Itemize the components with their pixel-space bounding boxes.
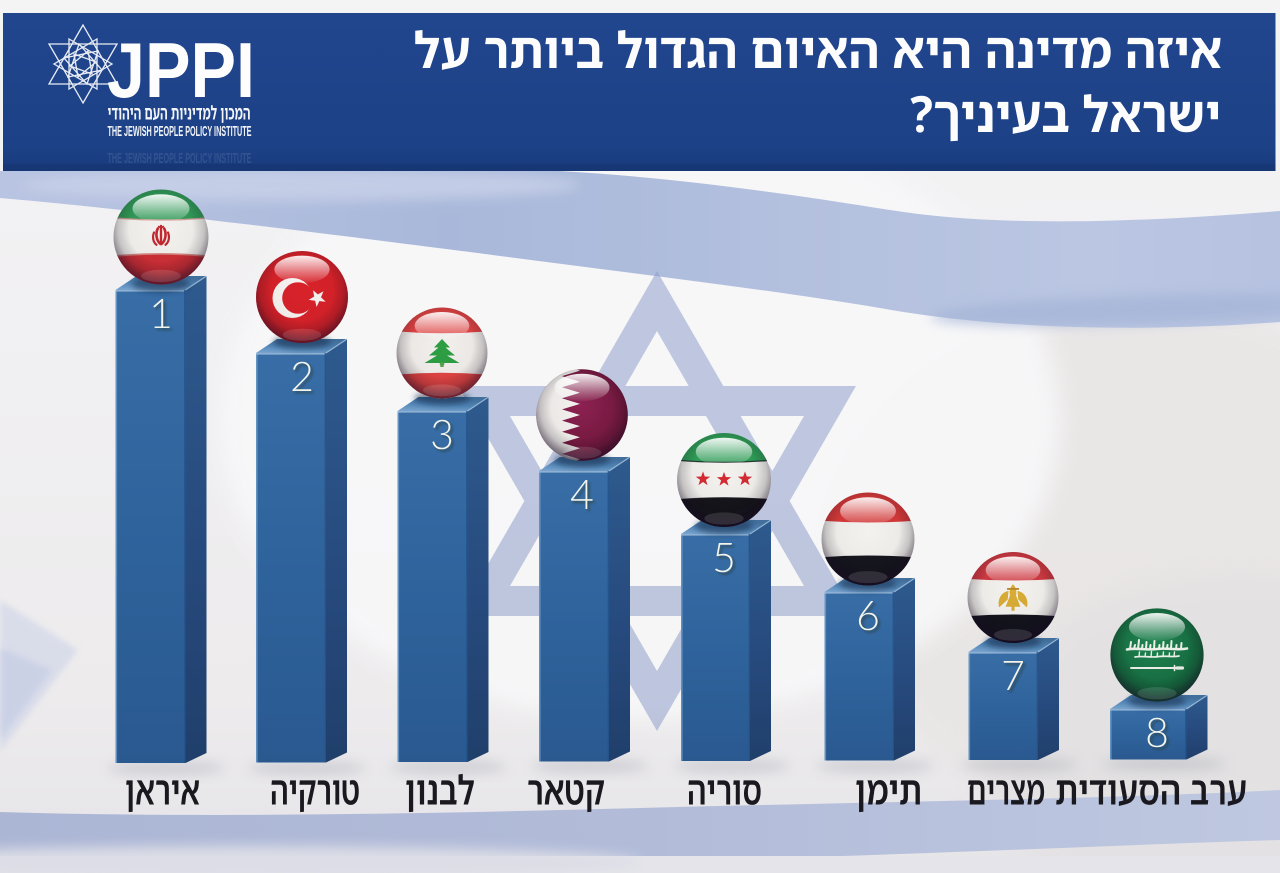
svg-text:THE JEWISH PEOPLE POLICY INSTI: THE JEWISH PEOPLE POLICY INSTITUTE xyxy=(108,150,252,167)
svg-text:JPPI: JPPI xyxy=(107,26,255,114)
svg-text:THE JEWISH PEOPLE POLICY INSTI: THE JEWISH PEOPLE POLICY INSTITUTE xyxy=(108,123,252,140)
